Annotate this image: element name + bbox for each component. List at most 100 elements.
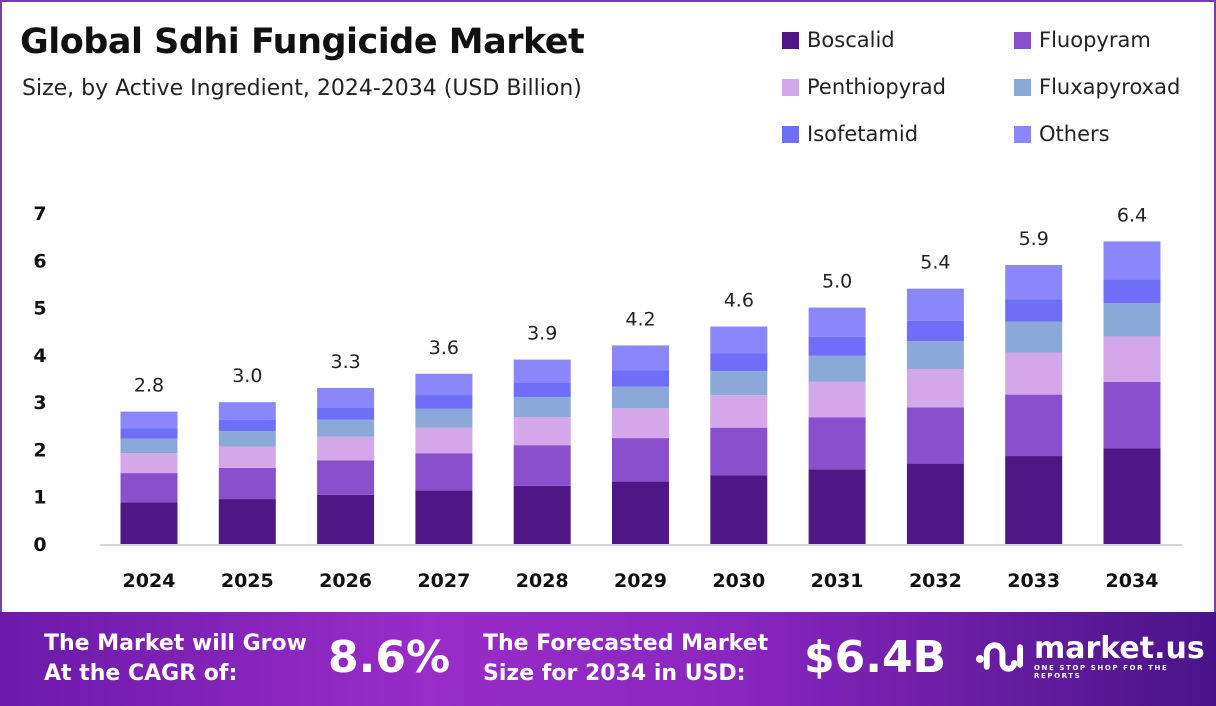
- bar-segment-isofetamid-2030: [710, 353, 768, 371]
- x-tick-label: 2027: [417, 570, 470, 592]
- y-tick-label: 2: [33, 439, 46, 461]
- total-label-2032: 5.4: [920, 252, 950, 274]
- bar-segment-penthiopyrad-2029: [612, 408, 669, 439]
- total-label-2028: 3.9: [527, 323, 557, 345]
- y-tick-label: 5: [33, 298, 46, 320]
- legend-item-others: Others: [1014, 122, 1110, 146]
- total-label-2034: 6.4: [1117, 204, 1147, 226]
- bar-segment-boscalid-2030: [710, 475, 768, 544]
- bar-segment-fluxapyroxad-2034: [1103, 303, 1161, 337]
- bar-segment-boscalid-2031: [808, 469, 866, 544]
- bar-segment-others-2031: [808, 307, 866, 337]
- bar-segment-others-2026: [317, 387, 375, 408]
- forecast-value: $6.4B: [804, 632, 947, 683]
- bar-segment-boscalid-2025: [218, 499, 276, 544]
- legend-label: Boscalid: [807, 28, 895, 52]
- bar-segment-fluopyram-2031: [808, 417, 866, 470]
- bar-segment-boscalid-2028: [513, 485, 571, 544]
- bar-segment-penthiopyrad-2024: [120, 453, 178, 474]
- total-label-2025: 3.0: [232, 365, 262, 387]
- bar-segment-isofetamid-2024: [120, 428, 178, 439]
- bar-segment-isofetamid-2026: [317, 407, 375, 420]
- legend-swatch: [782, 78, 799, 96]
- bar-segment-fluxapyroxad-2025: [218, 430, 276, 447]
- chart-subtitle: Size, by Active Ingredient, 2024-2034 (U…: [22, 76, 582, 101]
- x-tick-label: 2028: [516, 570, 569, 592]
- legend-item-fluopyram: Fluopyram: [1014, 28, 1151, 52]
- bar-segment-boscalid-2027: [415, 490, 473, 544]
- total-label-2030: 4.6: [724, 289, 754, 311]
- x-tick-label: 2024: [123, 570, 176, 592]
- bar-segment-fluxapyroxad-2026: [317, 419, 375, 437]
- total-label-2024: 2.8: [134, 375, 164, 397]
- bar-segment-isofetamid-2033: [1005, 299, 1063, 322]
- legend-swatch: [1014, 78, 1031, 96]
- stacked-bar-chart: 0 1 2 3 4 5 6 7 2.8 2024 3.0 2025 3.3 2026 3.6 2027 3.9 2…: [33, 203, 1182, 592]
- bar-segment-boscalid-2026: [317, 494, 375, 544]
- bar-segment-penthiopyrad-2031: [808, 381, 866, 418]
- x-tick-label: 2026: [319, 570, 372, 592]
- logo-name: market.us: [1033, 631, 1205, 666]
- bar-segment-penthiopyrad-2026: [317, 436, 375, 461]
- bar-segment-penthiopyrad-2028: [513, 417, 571, 446]
- bar-segment-fluopyram-2024: [120, 473, 178, 503]
- bar-segment-others-2027: [415, 373, 473, 396]
- bar-segment-penthiopyrad-2025: [218, 446, 276, 468]
- bar-segment-boscalid-2024: [120, 502, 178, 544]
- forecast-label: The Forecasted Market Size for 2034 in U…: [483, 631, 769, 686]
- y-tick-label: 7: [33, 203, 46, 225]
- legend-label: Others: [1039, 122, 1110, 146]
- x-tick-label: 2034: [1106, 570, 1159, 592]
- legend-label: Penthiopyrad: [807, 75, 946, 99]
- bar-segment-others-2024: [120, 411, 178, 429]
- bar-segment-fluopyram-2034: [1103, 381, 1161, 449]
- legend-swatch: [1014, 125, 1031, 143]
- y-tick-label: 0: [33, 534, 46, 556]
- bar-segment-others-2033: [1005, 265, 1063, 300]
- bar-segment-fluxapyroxad-2029: [612, 386, 669, 409]
- total-label-2031: 5.0: [822, 271, 852, 293]
- market-us-logo: market.us ONE STOP SHOP FOR THE REPORTS: [975, 634, 1216, 680]
- total-label-2027: 3.6: [429, 337, 459, 359]
- bar-segment-fluxapyroxad-2027: [415, 408, 473, 428]
- bar-segment-others-2032: [906, 288, 964, 321]
- bar-segment-others-2029: [612, 345, 669, 371]
- x-tick-label: 2030: [712, 570, 765, 592]
- x-tick-label: 2025: [221, 570, 274, 592]
- bar-segment-boscalid-2029: [612, 481, 669, 544]
- bar-segment-isofetamid-2029: [612, 370, 669, 387]
- bar-segment-penthiopyrad-2027: [415, 427, 473, 454]
- bar-segment-fluopyram-2030: [710, 427, 768, 476]
- legend-swatch: [782, 125, 799, 143]
- total-label-2033: 5.9: [1019, 228, 1049, 250]
- bar-segment-others-2028: [513, 359, 571, 383]
- legend-swatch: [1014, 31, 1031, 49]
- bar-segment-boscalid-2034: [1103, 448, 1161, 544]
- bar-segment-fluopyram-2029: [612, 438, 669, 482]
- x-tick-label: 2033: [1007, 570, 1060, 592]
- bar-segment-boscalid-2033: [1005, 456, 1063, 544]
- total-label-2026: 3.3: [330, 351, 360, 373]
- bar-segment-isofetamid-2031: [808, 336, 866, 356]
- bar-segment-isofetamid-2025: [218, 419, 276, 431]
- legend-label: Fluxapyroxad: [1039, 75, 1181, 99]
- logo-tagline: ONE STOP SHOP FOR THE REPORTS: [1033, 664, 1169, 680]
- legend-swatch: [782, 31, 799, 49]
- y-tick-label: 1: [33, 487, 46, 509]
- y-tick-label: 4: [33, 345, 46, 367]
- bar-segment-fluopyram-2032: [906, 407, 964, 464]
- bar-segment-fluopyram-2025: [218, 467, 276, 500]
- legend-label: Isofetamid: [807, 122, 919, 146]
- bar-segment-boscalid-2032: [906, 463, 964, 544]
- footer-banner: The Market will Grow At the CAGR of: 8.6…: [0, 612, 1216, 706]
- bar-segment-fluopyram-2028: [513, 445, 571, 486]
- bar-segment-fluopyram-2033: [1005, 394, 1063, 457]
- x-tick-label: 2029: [614, 570, 667, 592]
- bar-segment-fluxapyroxad-2024: [120, 438, 178, 454]
- y-tick-label: 6: [33, 250, 46, 272]
- total-label-2029: 4.2: [625, 308, 655, 330]
- bar-segment-fluxapyroxad-2031: [808, 355, 866, 382]
- bar-segment-penthiopyrad-2034: [1103, 336, 1161, 382]
- legend-item-penthiopyrad: Penthiopyrad: [782, 75, 946, 99]
